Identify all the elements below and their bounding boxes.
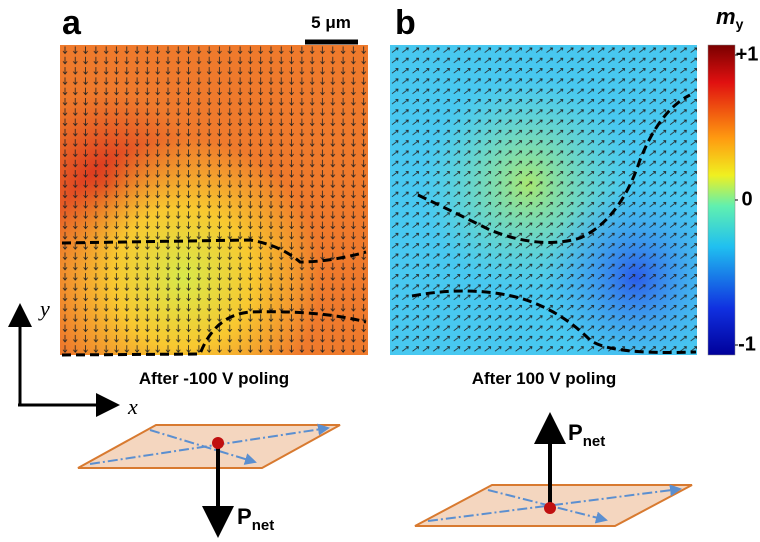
scale-bar-label: 5 μm <box>311 13 351 32</box>
p-net-label: Pnet <box>237 504 274 534</box>
diagram-down: Pnet <box>77 423 341 538</box>
p-subscript: net <box>252 517 275 534</box>
map-b <box>390 45 697 355</box>
colorbar-ticks: +1 0 -1 <box>735 43 758 355</box>
p-symbol: P <box>237 504 252 529</box>
map-a <box>60 45 368 357</box>
caption: After -100 V poling <box>139 369 289 388</box>
colorbar <box>707 44 736 356</box>
colorbar-subscript: y <box>736 16 744 32</box>
colorbar-tick-label: +1 <box>736 43 759 65</box>
p-subscript: net <box>583 433 606 450</box>
colorbar-label: my <box>716 4 744 32</box>
panel-label: a <box>62 4 82 42</box>
x-axis-label: x <box>127 394 138 419</box>
panel-label: b <box>395 4 416 42</box>
p-net-label: Pnet <box>568 420 605 450</box>
caption: After 100 V poling <box>472 369 617 388</box>
colorbar-tick-label: 0 <box>741 188 752 210</box>
colorbar-tick-label: -1 <box>738 333 756 355</box>
colorbar-symbol: m <box>716 4 736 29</box>
y-axis-label: y <box>38 296 50 321</box>
diagram-up: Pnet <box>414 412 693 527</box>
p-symbol: P <box>568 420 583 445</box>
